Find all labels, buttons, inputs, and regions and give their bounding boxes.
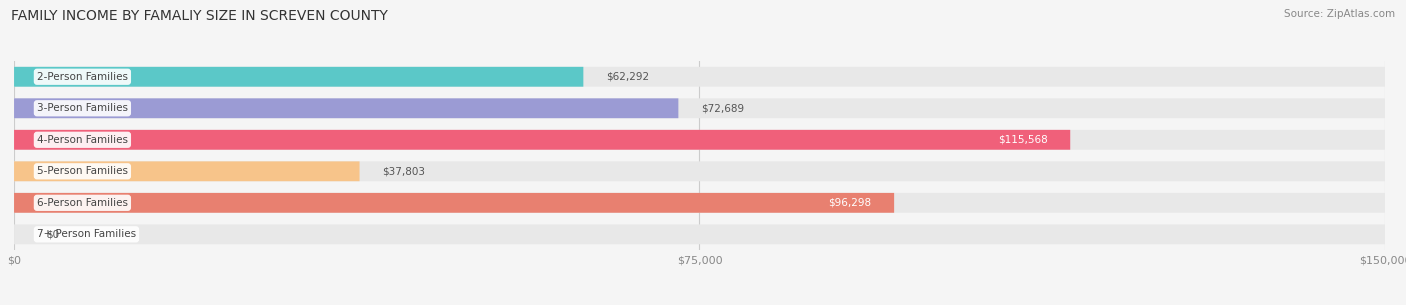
Text: $115,568: $115,568 (998, 135, 1047, 145)
FancyBboxPatch shape (14, 98, 678, 118)
FancyBboxPatch shape (14, 193, 894, 213)
FancyBboxPatch shape (14, 193, 1385, 213)
Text: $72,689: $72,689 (702, 103, 744, 113)
Text: $37,803: $37,803 (382, 166, 426, 176)
Text: 7+ Person Families: 7+ Person Families (37, 229, 136, 239)
FancyBboxPatch shape (14, 224, 1385, 244)
Text: $62,292: $62,292 (606, 72, 650, 82)
FancyBboxPatch shape (14, 161, 1385, 181)
Text: 4-Person Families: 4-Person Families (37, 135, 128, 145)
FancyBboxPatch shape (14, 130, 1385, 150)
Text: 3-Person Families: 3-Person Families (37, 103, 128, 113)
FancyBboxPatch shape (14, 98, 1385, 118)
FancyBboxPatch shape (14, 161, 360, 181)
FancyBboxPatch shape (14, 67, 1385, 87)
Text: 2-Person Families: 2-Person Families (37, 72, 128, 82)
Text: $0: $0 (46, 229, 59, 239)
Text: Source: ZipAtlas.com: Source: ZipAtlas.com (1284, 9, 1395, 19)
Text: 5-Person Families: 5-Person Families (37, 166, 128, 176)
FancyBboxPatch shape (14, 130, 1070, 150)
Text: $96,298: $96,298 (828, 198, 872, 208)
FancyBboxPatch shape (14, 67, 583, 87)
Text: 6-Person Families: 6-Person Families (37, 198, 128, 208)
Text: FAMILY INCOME BY FAMALIY SIZE IN SCREVEN COUNTY: FAMILY INCOME BY FAMALIY SIZE IN SCREVEN… (11, 9, 388, 23)
